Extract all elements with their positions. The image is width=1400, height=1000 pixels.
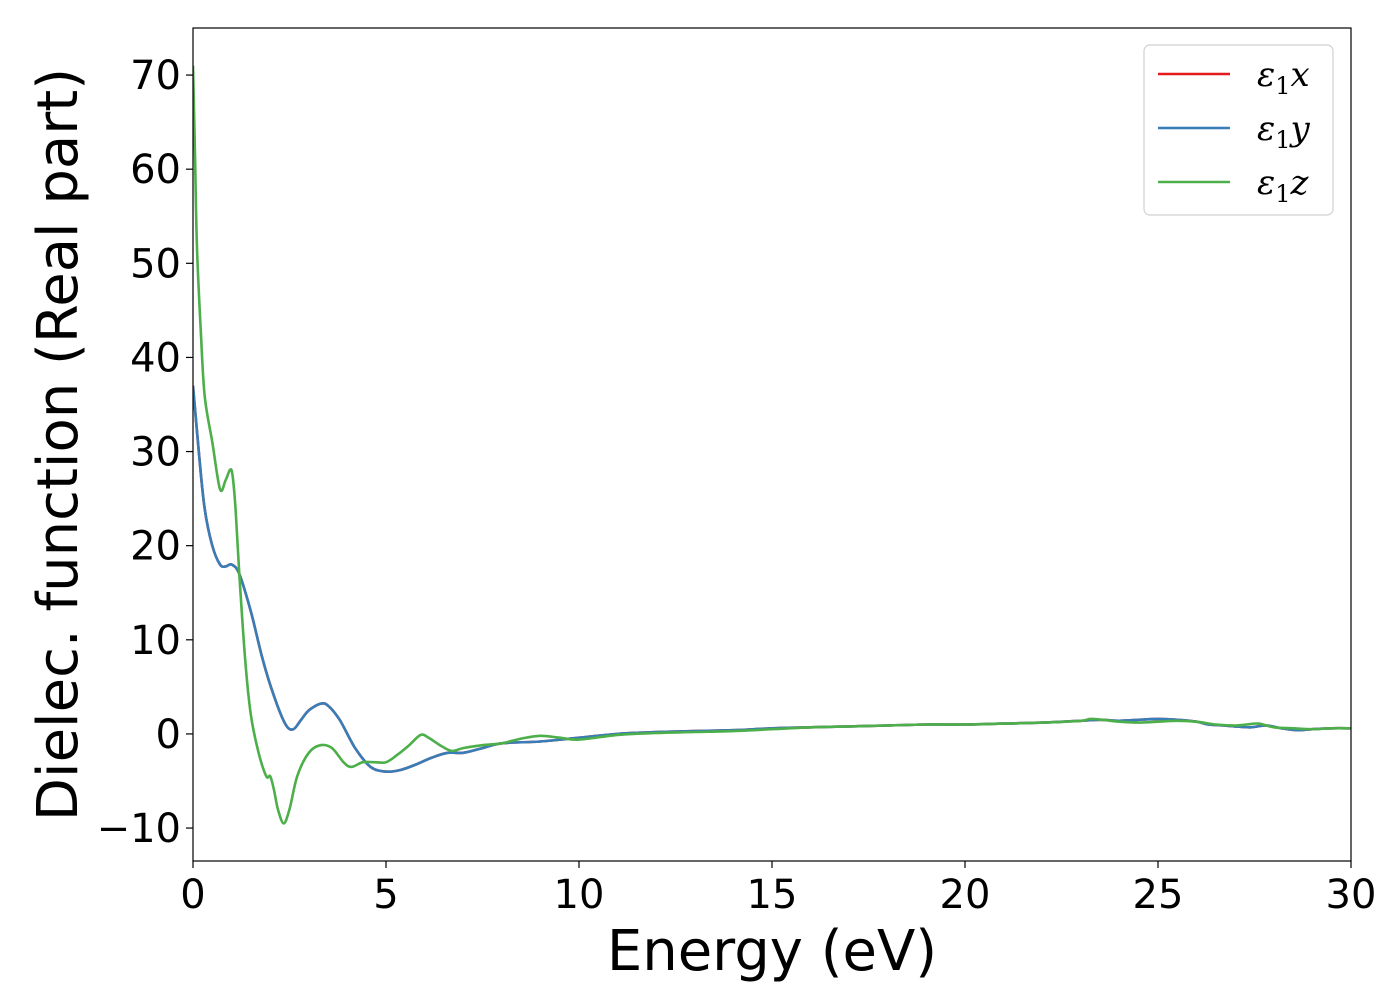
- x-tick-label: 30: [1326, 872, 1377, 918]
- series-line-3: [193, 65, 1351, 825]
- y-tick-label: 50: [130, 241, 181, 287]
- legend-box: [1143, 44, 1334, 216]
- legend-label-2: ε1y: [1257, 109, 1311, 154]
- y-axis-title: Dielec. function (Real part): [26, 68, 91, 821]
- x-tick-label: 0: [180, 872, 205, 918]
- x-axis-title: Energy (eV): [607, 919, 937, 984]
- y-tick-label: 10: [130, 618, 181, 664]
- x-tick-label: 15: [747, 872, 798, 918]
- x-tick-label: 20: [940, 872, 991, 918]
- y-tick-label: 60: [130, 147, 181, 193]
- y-tick-label: 70: [130, 53, 181, 99]
- x-axis-ticks: 0 5 10 15 20 25 30: [180, 861, 1376, 918]
- legend: ε1x ε1y ε1z: [1143, 44, 1334, 216]
- x-tick-label: 10: [554, 872, 605, 918]
- x-tick-label: 25: [1133, 872, 1184, 918]
- y-axis-ticks: −10 0 10 20 30 40 50 60 70: [97, 53, 193, 852]
- plot-lines: [193, 65, 1351, 825]
- y-tick-label: 40: [130, 335, 181, 381]
- x-tick-label: 5: [373, 872, 398, 918]
- legend-label-1: ε1x: [1257, 55, 1310, 100]
- y-tick-label: 20: [130, 524, 181, 570]
- y-tick-label: 30: [130, 430, 181, 476]
- legend-label-3: ε1z: [1257, 163, 1310, 208]
- y-tick-label: −10: [97, 806, 181, 852]
- y-tick-label: 0: [156, 712, 181, 758]
